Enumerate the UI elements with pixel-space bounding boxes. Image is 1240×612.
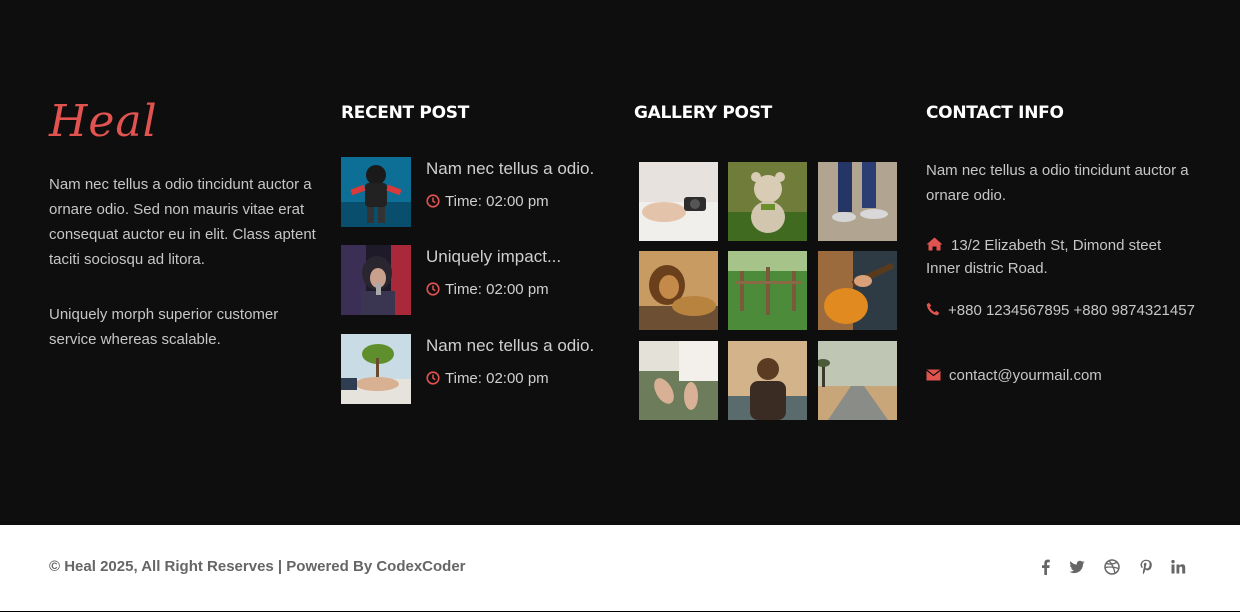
contact-address-text: 13/2 Elizabeth St, Dimond steet Inner di… [926, 237, 1162, 277]
contact-email: contact@yourmail.com [926, 365, 1198, 388]
about-paragraph-2: Uniquely morph superior customer service… [49, 306, 279, 348]
contact-phone-text[interactable]: +880 1234567895 +880 9874321457 [948, 302, 1195, 319]
post-time-text: Time: 02:00 pm [445, 281, 549, 298]
about-text: Nam nec tellus a odio tincidunt auctor a… [49, 172, 321, 382]
recent-post-item[interactable]: Nam nec tellus a odio. Time: 02:00 pm [341, 157, 611, 227]
contact-phone: +880 1234567895 +880 9874321457 [926, 300, 1198, 323]
gallery-image-shoes[interactable] [818, 162, 897, 241]
post-title[interactable]: Uniquely impact... [426, 247, 562, 266]
gallery-image-woman[interactable] [728, 341, 807, 420]
recent-post-item[interactable]: Uniquely impact... Time: 02:00 pm [341, 245, 611, 315]
post-time-text: Time: 02:00 pm [445, 370, 549, 387]
gallery-image-lion[interactable] [639, 251, 718, 330]
gallery-image-camera[interactable] [639, 162, 718, 241]
contact-intro: Nam nec tellus a odio tincidunt auctor a… [926, 162, 1189, 204]
facebook-icon[interactable] [1037, 558, 1055, 576]
post-time: Time: 02:00 pm [426, 370, 549, 387]
recent-post-heading: RECENT POST [341, 103, 469, 123]
post-thumbnail-diver[interactable] [341, 157, 411, 227]
dribbble-icon[interactable] [1103, 558, 1121, 576]
clock-icon [426, 194, 440, 208]
post-title[interactable]: Nam nec tellus a odio. [426, 336, 595, 355]
contact-address: 13/2 Elizabeth St, Dimond steet Inner di… [926, 235, 1198, 280]
gallery-image-teddy[interactable] [728, 162, 807, 241]
footer-bottom: © Heal 2025, All Right Reserves | Powere… [0, 525, 1240, 612]
twitter-icon[interactable] [1068, 558, 1086, 576]
gallery-image-guitar[interactable] [818, 251, 897, 330]
post-thumbnail-singer[interactable] [341, 245, 411, 315]
clock-icon [426, 282, 440, 296]
home-icon [926, 236, 943, 258]
pinterest-icon[interactable] [1137, 558, 1155, 576]
gallery-image-fence[interactable] [728, 251, 807, 330]
copyright-text: © Heal 2025, All Right Reserves | Powere… [49, 558, 466, 575]
gallery-image-barefoot[interactable] [639, 341, 718, 420]
gallery-image-road[interactable] [818, 341, 897, 420]
recent-post-item[interactable]: Nam nec tellus a odio. Time: 02:00 pm [341, 334, 611, 404]
post-thumbnail-plant[interactable] [341, 334, 411, 404]
gallery-post-heading: GALLERY POST [634, 103, 772, 123]
contact-info-heading: CONTACT INFO [926, 103, 1064, 123]
contact-email-text[interactable]: contact@yourmail.com [949, 367, 1102, 384]
brand-logo[interactable]: Heal [49, 96, 158, 147]
linkedin-icon[interactable] [1169, 558, 1187, 576]
post-time: Time: 02:00 pm [426, 281, 549, 298]
post-title[interactable]: Nam nec tellus a odio. [426, 159, 595, 178]
post-time-text: Time: 02:00 pm [445, 193, 549, 210]
about-paragraph-1: Nam nec tellus a odio tincidunt auctor a… [49, 176, 316, 268]
clock-icon [426, 371, 440, 385]
envelope-icon [926, 366, 941, 388]
phone-icon [926, 301, 940, 323]
footer-top: Heal Nam nec tellus a odio tincidunt auc… [0, 0, 1240, 525]
post-time: Time: 02:00 pm [426, 193, 549, 210]
